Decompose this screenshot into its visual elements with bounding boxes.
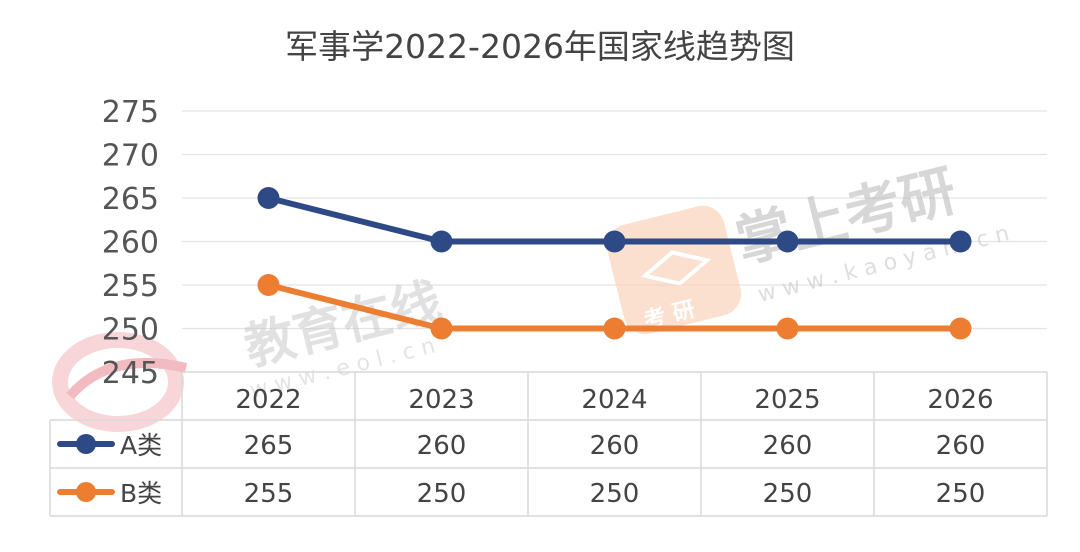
data-table-cell: 255 — [244, 479, 294, 509]
data-point — [257, 274, 280, 296]
y-tick-label: 245 — [102, 356, 159, 391]
data-table-cell: 265 — [244, 431, 294, 461]
data-table-cell: 250 — [417, 479, 467, 509]
data-point — [430, 230, 453, 253]
y-axis-ticks: 245 250 255 260 265 270 275 — [102, 95, 159, 391]
data-point — [257, 187, 280, 209]
eol-logo-swoosh — [66, 358, 188, 400]
y-tick-label: 255 — [102, 269, 159, 304]
data-point — [776, 317, 799, 340]
data-point — [430, 317, 453, 340]
y-tick-label: 250 — [102, 313, 159, 348]
data-table-cell: 250 — [590, 479, 640, 509]
data-point — [603, 317, 626, 340]
data-table-cell: 260 — [936, 431, 986, 461]
legend-label: A类 — [120, 431, 162, 460]
legend-label: B类 — [120, 479, 162, 508]
x-category-label: 2026 — [927, 385, 993, 415]
y-tick-label: 265 — [102, 182, 159, 217]
graduation-cap-icon — [640, 250, 712, 286]
data-point — [776, 230, 799, 253]
y-tick-label: 275 — [102, 95, 159, 130]
chart-title: 军事学2022-2026年国家线趋势图 — [285, 27, 795, 66]
data-point — [949, 317, 972, 340]
eol-watermark: 教育在线 w w w . e o l . c n — [52, 272, 447, 432]
kaoyan-logo-badge — [606, 205, 742, 335]
data-table-cell: 260 — [417, 431, 467, 461]
data-table-cell: 260 — [763, 431, 813, 461]
eol-logo-ring — [52, 332, 184, 432]
x-category-label: 2025 — [754, 385, 820, 415]
data-table-cell: 260 — [590, 431, 640, 461]
series-lines — [257, 187, 972, 340]
data-table-cell: 250 — [936, 479, 986, 509]
y-tick-label: 270 — [102, 139, 159, 174]
x-category-label: 2024 — [581, 385, 647, 415]
x-category-label: 2023 — [408, 385, 474, 415]
x-category-label: 2022 — [235, 385, 301, 415]
legend-marker — [76, 482, 96, 502]
data-point — [603, 230, 626, 253]
gridlines — [182, 110, 1047, 373]
legend-marker — [76, 434, 96, 454]
data-table: 2022 2023 2024 2025 2026 A类 265 260 260 260 260 B类 2… — [49, 371, 1048, 517]
data-point — [949, 230, 972, 253]
data-table-cell: 250 — [763, 479, 813, 509]
y-tick-label: 260 — [102, 226, 159, 261]
